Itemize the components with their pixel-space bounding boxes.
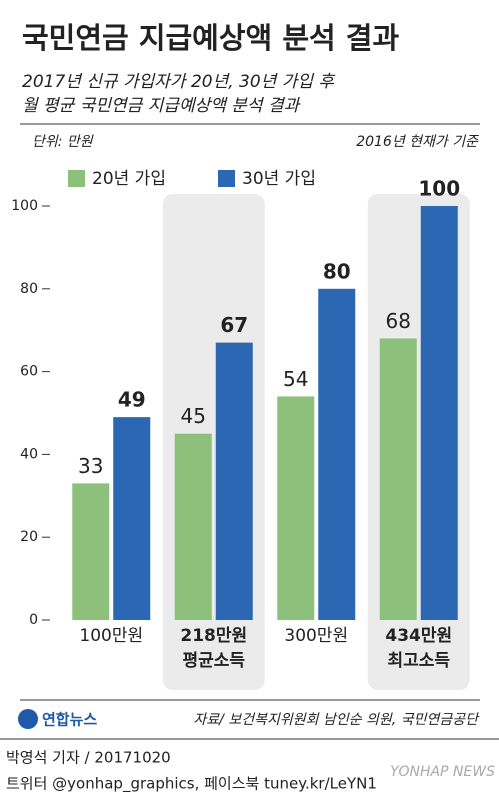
data-label: 68 xyxy=(386,309,411,333)
legend-swatch xyxy=(68,170,85,187)
y-tick-label: 60 xyxy=(20,364,38,380)
logo-icon xyxy=(18,709,38,729)
legend-label: 30년 가입 xyxy=(242,169,316,189)
y-tick-label: 40 xyxy=(20,446,38,462)
subtitle: 월 평균 국민연금 지급예상액 분석 결과 xyxy=(22,96,301,116)
note: 2016년 현재가 기준 xyxy=(356,134,479,150)
data-label: 80 xyxy=(323,259,351,283)
bar xyxy=(113,417,151,620)
logo: 연합뉴스 xyxy=(42,711,97,729)
x-tick-note: 최고소득 xyxy=(387,651,450,671)
bar xyxy=(277,396,315,620)
data-label: 33 xyxy=(78,454,103,478)
bar xyxy=(215,342,253,620)
y-tick-label: 0 xyxy=(29,612,38,628)
data-label: 45 xyxy=(181,404,206,428)
x-tick-label: 300만원 xyxy=(284,626,348,646)
data-label: 67 xyxy=(220,313,248,337)
subtitle: 2017년 신규 가입자가 20년, 30년 가입 후 xyxy=(22,72,336,92)
bar xyxy=(379,338,417,620)
x-tick-note: 평균소득 xyxy=(182,651,245,671)
y-tick-label: 80 xyxy=(20,281,38,297)
source: 자료/ 보건복지위원회 남인순 의원, 국민연금공단 xyxy=(193,712,480,728)
data-label: 49 xyxy=(118,388,146,412)
y-tick-label: 20 xyxy=(20,529,38,545)
watermark: YONHAP NEWS xyxy=(390,764,495,780)
unit-label: 단위: 만원 xyxy=(32,134,94,150)
data-label: 100 xyxy=(418,177,460,201)
legend-swatch xyxy=(218,170,235,187)
y-tick-label: 100 xyxy=(11,198,38,214)
plot: 0 20 40 60 80 100 20년 가입 30년 가입 100만원 33 49 218만원평균… xyxy=(11,169,470,690)
bar xyxy=(318,288,356,620)
x-tick-label: 100만원 xyxy=(79,626,143,646)
x-tick-label: 434만원 xyxy=(385,626,452,646)
bar xyxy=(174,433,212,620)
data-label: 54 xyxy=(283,367,308,391)
sns: 트위터 @yonhap_graphics, 페이스북 tuney.kr/LeYN… xyxy=(6,775,377,794)
author: 박영석 기자 / 20171020 xyxy=(6,749,171,767)
legend-label: 20년 가입 xyxy=(92,169,166,189)
bar xyxy=(72,483,110,620)
chart-title: 국민연금 지급예상액 분석 결과 xyxy=(22,21,399,55)
x-tick-label: 218만원 xyxy=(180,626,247,646)
bar xyxy=(420,206,458,620)
